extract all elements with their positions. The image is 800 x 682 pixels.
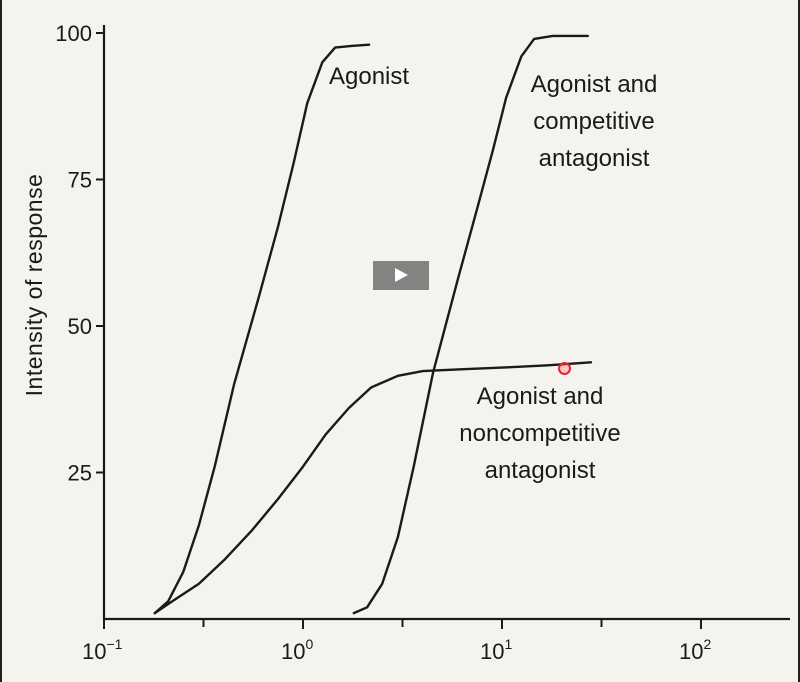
y-tick-label: 50 xyxy=(68,314,92,339)
series-label-competitive: Agonist and competitive antagonist xyxy=(531,71,658,172)
y-tick-label: 75 xyxy=(68,168,92,193)
curve-noncompetitive xyxy=(153,361,593,615)
cursor-pointer xyxy=(558,362,571,375)
series-label-noncompetitive: Agonist and noncompetitive antagonist xyxy=(459,383,620,484)
y-tick-label: 100 xyxy=(55,21,92,46)
play-icon xyxy=(395,268,408,282)
y-tick-label: 25 xyxy=(68,461,92,486)
curve-competitive xyxy=(352,34,589,615)
curve-agonist xyxy=(153,43,371,615)
axes: 25 50 75 100 10−1 100 101 102 Intensity of respo… xyxy=(21,21,790,664)
annotations: Agonist Agonist and competitive antagonist A… xyxy=(329,63,657,484)
x-tick-label: 100 xyxy=(281,636,313,664)
x-tick-label: 101 xyxy=(480,636,512,664)
series-label-agonist: Agonist xyxy=(329,63,409,90)
y-axis-label: Intensity of response xyxy=(21,174,47,397)
x-tick-label: 10−1 xyxy=(82,636,123,664)
play-button[interactable] xyxy=(373,261,429,290)
curves xyxy=(153,34,593,615)
x-tick-label: 102 xyxy=(679,636,711,664)
